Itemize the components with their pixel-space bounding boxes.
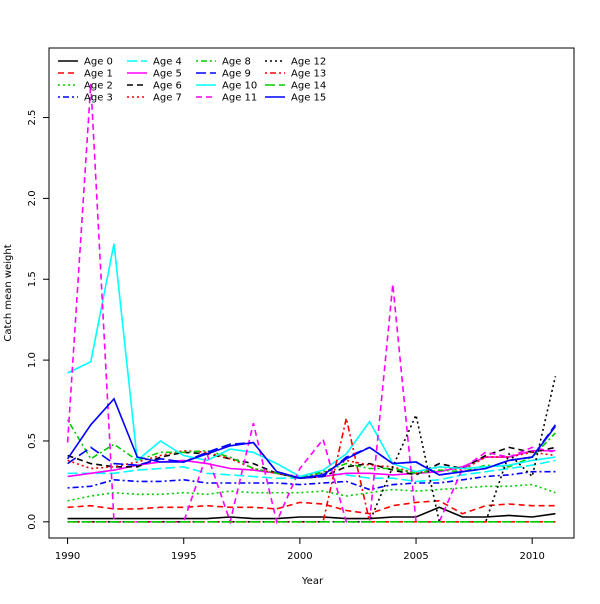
x-tick-label: 1995 bbox=[171, 551, 196, 562]
y-tick-label: 0.0 bbox=[27, 514, 38, 530]
x-tick-label: 2000 bbox=[287, 551, 312, 562]
x-axis-label: Year bbox=[301, 576, 324, 587]
y-axis: 0.0 0.5 1.0 1.5 2.0 2.5 bbox=[27, 110, 49, 530]
y-tick-label: 0.5 bbox=[27, 433, 38, 449]
x-axis: 1990 1995 2000 2005 2010 bbox=[55, 538, 545, 562]
legend-label: Age 0 bbox=[84, 57, 113, 68]
legend-label: Age 2 bbox=[84, 81, 113, 92]
legend-label: Age 15 bbox=[291, 93, 326, 104]
y-tick-label: 2.5 bbox=[27, 110, 38, 126]
x-tick-label: 2005 bbox=[403, 551, 428, 562]
legend-label: Age 5 bbox=[153, 69, 182, 80]
series-line-age-12 bbox=[67, 376, 557, 523]
x-tick-label: 1990 bbox=[55, 551, 80, 562]
series-line-age-0 bbox=[67, 506, 556, 520]
series-line-age-2 bbox=[67, 483, 556, 502]
series-line-age-3 bbox=[67, 470, 556, 491]
series-layer bbox=[66, 83, 557, 525]
series-line-age-8 bbox=[66, 419, 556, 480]
x-tick-label: 2010 bbox=[519, 551, 544, 562]
legend-label: Age 7 bbox=[153, 93, 182, 104]
legend-label: Age 9 bbox=[222, 69, 251, 80]
legend-label: Age 8 bbox=[222, 57, 251, 68]
series-line-age-15 bbox=[66, 397, 557, 480]
legend-label: Age 6 bbox=[153, 81, 182, 92]
legend-label: Age 10 bbox=[222, 81, 257, 92]
y-tick-label: 1.0 bbox=[27, 352, 38, 368]
y-tick-label: 2.0 bbox=[27, 190, 38, 206]
y-axis-label: Catch mean weight bbox=[3, 244, 14, 341]
y-tick-label: 1.5 bbox=[27, 271, 38, 287]
legend-label: Age 1 bbox=[84, 69, 113, 80]
plot-frame bbox=[48, 47, 575, 539]
series-line-age-1 bbox=[67, 499, 556, 515]
series-line-age-10 bbox=[67, 243, 556, 478]
legend-label: Age 11 bbox=[222, 93, 257, 104]
legend-label: Age 14 bbox=[291, 81, 326, 92]
legend-label: Age 12 bbox=[291, 57, 326, 68]
legend-label: Age 3 bbox=[84, 93, 113, 104]
legend-label: Age 13 bbox=[291, 69, 326, 80]
legend-label: Age 4 bbox=[153, 57, 182, 68]
